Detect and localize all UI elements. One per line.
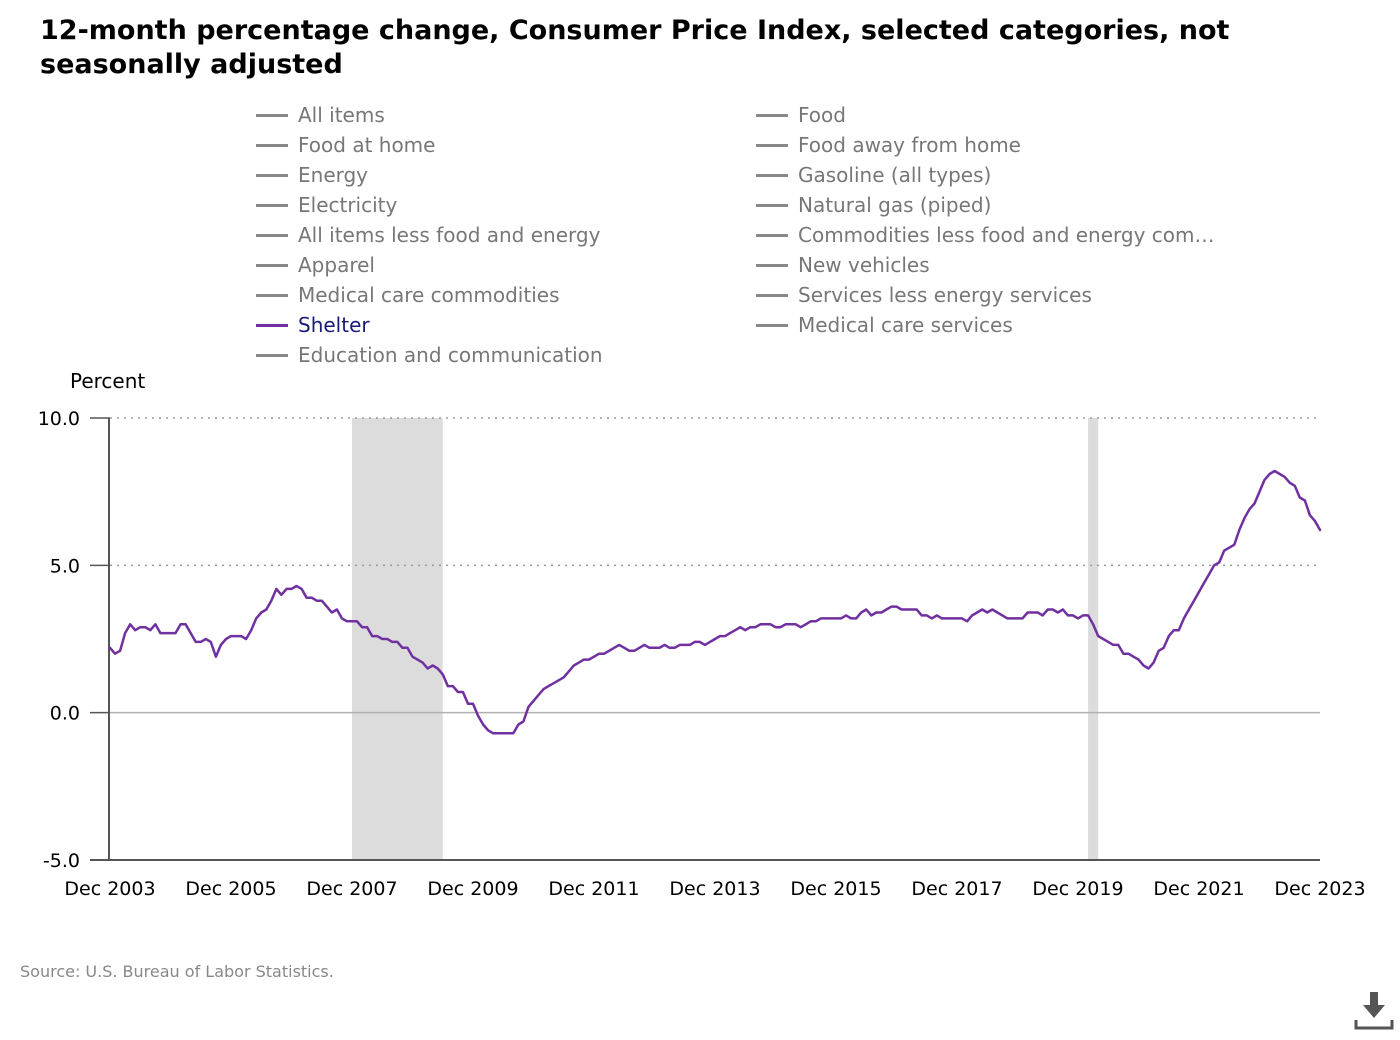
legend-label: Food at home	[298, 133, 436, 157]
legend-item-all-items-less-food-and-energy[interactable]: All items less food and energy	[256, 220, 600, 250]
legend-swatch	[256, 203, 288, 207]
legend-label: Education and communication	[298, 343, 603, 367]
chart-title: 12-month percentage change, Consumer Pri…	[40, 15, 1230, 80]
source-note: Source: U.S. Bureau of Labor Statistics.	[20, 962, 334, 981]
recession-band	[352, 418, 443, 860]
legend-swatch	[256, 263, 288, 267]
legend-item-all-items[interactable]: All items	[256, 100, 385, 130]
legend-label: Gasoline (all types)	[798, 163, 992, 187]
legend: All items Food Food at home Food away from …	[0, 100, 1400, 370]
label-layer: 10.0 5.0 0.0 -5.0 Percent Dec 2003 Dec 2005 Dec…	[38, 369, 1366, 900]
legend-item-shelter[interactable]: Shelter	[256, 310, 370, 340]
x-tick-label: Dec 2011	[548, 878, 639, 900]
y-tick-label: 5.0	[50, 555, 80, 577]
legend-label: Medical care services	[798, 313, 1013, 337]
x-tick-label: Dec 2009	[427, 878, 518, 900]
legend-swatch	[256, 113, 288, 117]
x-tick-label: Dec 2019	[1032, 878, 1123, 900]
x-tick-label: Dec 2017	[911, 878, 1002, 900]
legend-label: All items less food and energy	[298, 223, 601, 247]
legend-item-food-away-from-home[interactable]: Food away from home	[756, 130, 1021, 160]
series-layer	[108, 469, 1322, 735]
legend-label: Shelter	[298, 313, 370, 337]
legend-item-services-less-energy-services[interactable]: Services less energy services	[756, 280, 1092, 310]
x-tick-label: Dec 2007	[306, 878, 397, 900]
grid-layer	[110, 417, 1320, 714]
legend-swatch	[756, 233, 788, 237]
legend-label: Commodities less food and energy com…	[798, 223, 1215, 247]
legend-label: Food away from home	[798, 133, 1021, 157]
legend-item-electricity[interactable]: Electricity	[256, 190, 397, 220]
legend-swatch	[756, 323, 788, 327]
legend-swatch	[256, 353, 288, 357]
legend-item-gasoline-all-types[interactable]: Gasoline (all types)	[756, 160, 991, 190]
legend-item-food[interactable]: Food	[756, 100, 846, 130]
legend-label: Medical care commodities	[298, 283, 560, 307]
legend-item-medical-care-commodities[interactable]: Medical care commodities	[256, 280, 559, 310]
legend-swatch	[256, 143, 288, 147]
legend-label: Electricity	[298, 193, 398, 217]
x-tick-label: Dec 2005	[185, 878, 276, 900]
download-icon[interactable]	[1352, 990, 1396, 1034]
x-tick-label: Dec 2021	[1153, 878, 1244, 900]
legend-swatch	[256, 293, 288, 297]
legend-swatch	[756, 203, 788, 207]
legend-label: New vehicles	[798, 253, 930, 277]
legend-item-energy[interactable]: Energy	[256, 160, 368, 190]
x-tick-label: Dec 2015	[790, 878, 881, 900]
legend-item-natural-gas-piped[interactable]: Natural gas (piped)	[756, 190, 991, 220]
legend-swatch	[256, 323, 288, 327]
legend-item-commodities-less-food-and-energy-com[interactable]: Commodities less food and energy com…	[756, 220, 1215, 250]
series-line-shelter	[108, 469, 1322, 735]
legend-label: All items	[298, 103, 385, 127]
recession-band	[1088, 418, 1099, 860]
legend-swatch	[756, 173, 788, 177]
legend-swatch	[756, 293, 788, 297]
legend-item-medical-care-services[interactable]: Medical care services	[756, 310, 1013, 340]
y-axis-label: Percent	[70, 369, 145, 393]
y-tick-label: 10.0	[38, 408, 80, 430]
x-tick-label: Dec 2013	[669, 878, 760, 900]
legend-label: Services less energy services	[798, 283, 1092, 307]
legend-item-apparel[interactable]: Apparel	[256, 250, 375, 280]
chart-plot: 10.0 5.0 0.0 -5.0 Percent Dec 2003 Dec 2005 Dec…	[38, 369, 1366, 900]
legend-swatch	[256, 233, 288, 237]
recession-shading-layer	[352, 418, 1099, 860]
legend-label: Energy	[298, 163, 369, 187]
legend-swatch	[256, 173, 288, 177]
legend-label: Food	[798, 103, 846, 127]
legend-swatch	[756, 143, 788, 147]
legend-item-food-at-home[interactable]: Food at home	[256, 130, 435, 160]
legend-item-education-and-communication[interactable]: Education and communication	[256, 340, 603, 370]
x-tick-label: Dec 2023	[1274, 878, 1365, 900]
y-tick-label: 0.0	[50, 703, 80, 725]
axis-layer	[90, 417, 1320, 861]
legend-label: Apparel	[298, 253, 375, 277]
legend-swatch	[756, 113, 788, 117]
legend-item-new-vehicles[interactable]: New vehicles	[756, 250, 930, 280]
legend-label: Natural gas (piped)	[798, 193, 992, 217]
x-tick-label: Dec 2003	[64, 878, 155, 900]
y-tick-label: -5.0	[43, 850, 80, 872]
legend-swatch	[756, 263, 788, 267]
